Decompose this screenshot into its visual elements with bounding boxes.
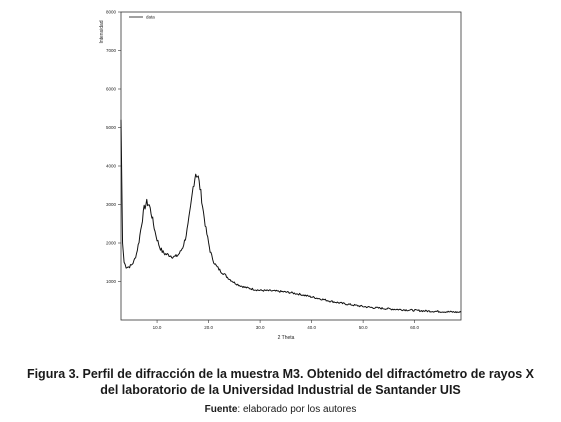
x-tick-label: 50.0 [359, 325, 368, 330]
y-axis-title: Intensidad [99, 20, 105, 43]
y-tick-label: 2000 [106, 241, 117, 246]
figure-caption: Figura 3. Perfil de difracción de la mue… [0, 366, 561, 398]
y-axis: 1000 2000 3000 4000 5000 6000 7000 8000 [106, 10, 121, 284]
y-tick-label: 7000 [106, 48, 117, 53]
y-tick-label: 8000 [106, 10, 117, 15]
plot-frame [120, 11, 462, 321]
y-tick-label: 4000 [106, 164, 117, 169]
x-axis: 10.0 20.0 30.0 40.0 50.0 60.0 [153, 320, 420, 330]
source-text: : elaborado por los autores [237, 404, 357, 415]
x-tick-label: 30.0 [256, 325, 265, 330]
x-tick-label: 40.0 [307, 325, 316, 330]
y-tick-label: 3000 [106, 202, 117, 207]
figure-source: Fuente: elaborado por los autores [0, 404, 561, 415]
caption-line-2: del laboratorio de la Universidad Indust… [100, 383, 461, 397]
y-tick-label: 5000 [106, 125, 117, 130]
x-tick-label: 10.0 [153, 325, 162, 330]
x-tick-label: 60.0 [410, 325, 419, 330]
series-line-data [120, 119, 462, 314]
x-tick-label: 20.0 [204, 325, 213, 330]
legend: data [129, 15, 155, 20]
x-axis-title: 2 Theta [278, 335, 295, 341]
source-label: Fuente [204, 404, 238, 415]
y-tick-label: 6000 [106, 87, 117, 92]
caption-line-1: Figura 3. Perfil de difracción de la mue… [26, 367, 535, 381]
xrd-chart: 1000 2000 3000 4000 5000 6000 7000 8000 10.0 20.… [99, 10, 462, 341]
legend-label: data [146, 15, 155, 20]
y-tick-label: 1000 [106, 279, 117, 284]
